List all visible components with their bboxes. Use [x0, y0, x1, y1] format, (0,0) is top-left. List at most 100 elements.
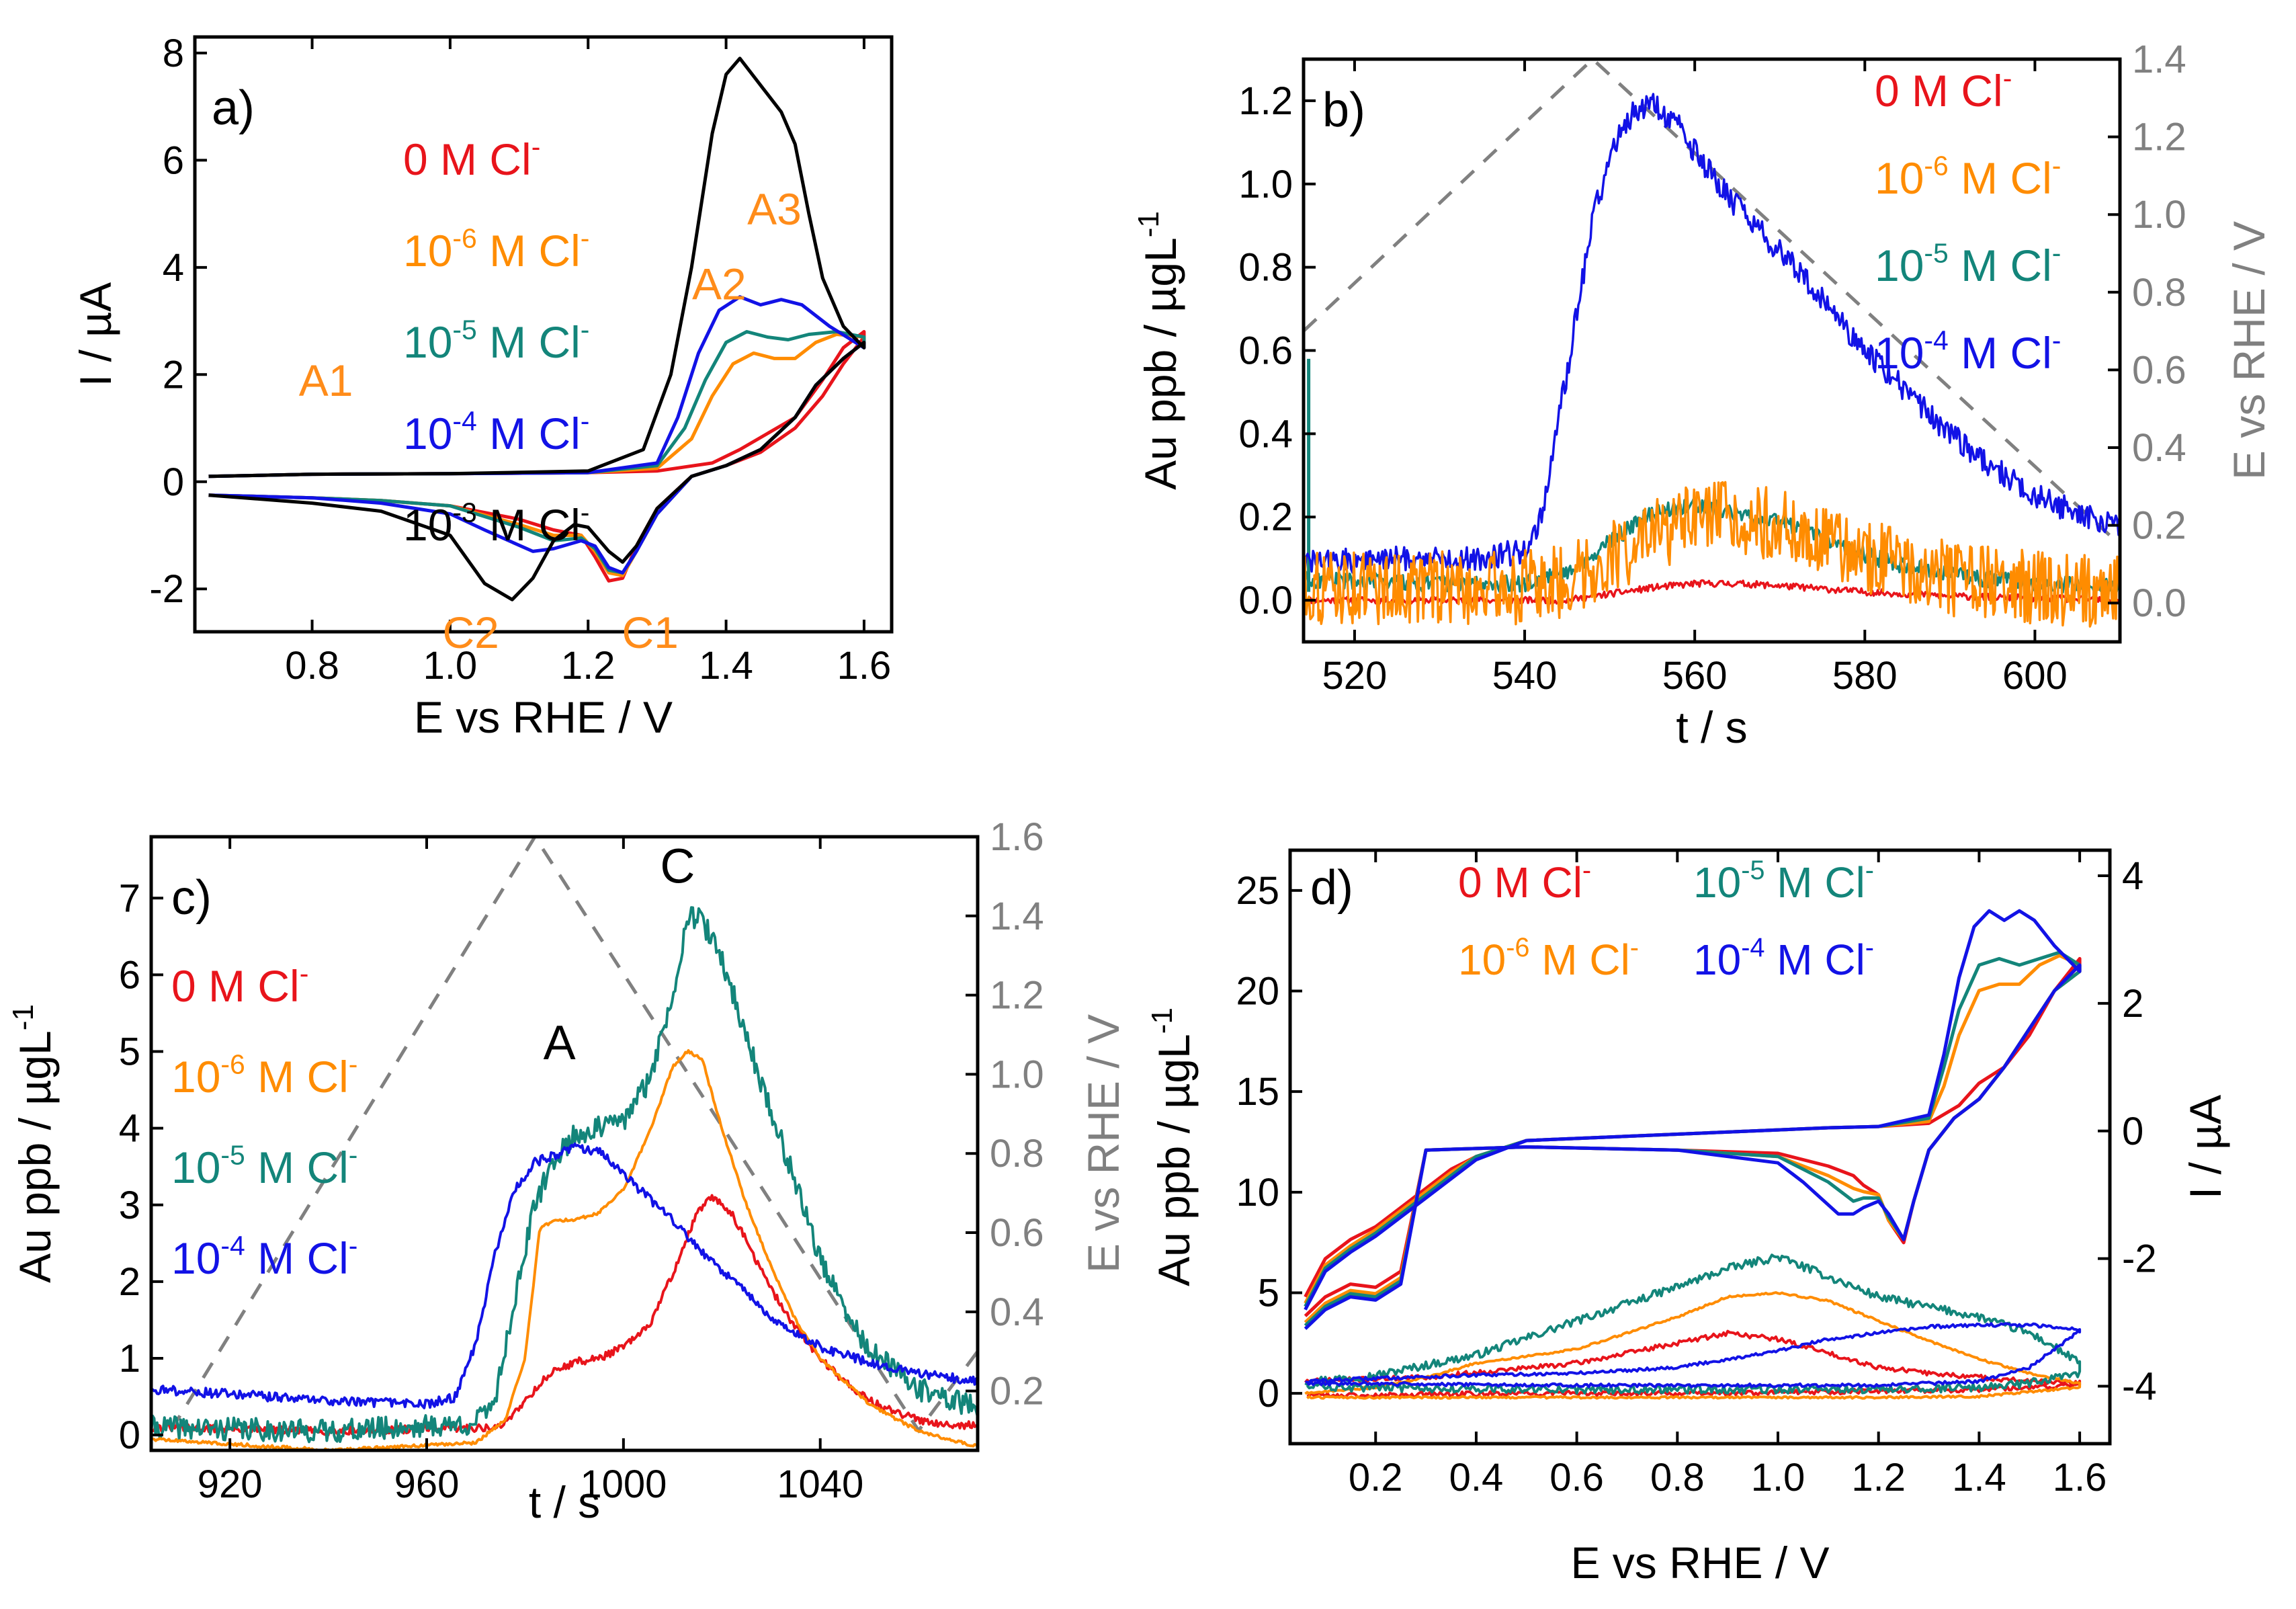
x-tick-label: 0.6	[1549, 1456, 1604, 1499]
y2-tick-label: -2	[2122, 1237, 2157, 1281]
y2-tick-label: 0.4	[2132, 426, 2186, 470]
plot-frame	[1288, 848, 2112, 1446]
peak-annotation: A1	[299, 356, 353, 405]
y-tick-label: 0.6	[1238, 329, 1293, 373]
y2-tick-label: 0	[2122, 1110, 2143, 1153]
series-line	[151, 906, 978, 1444]
y-axis-label: I / µA	[71, 282, 120, 386]
y-tick-label: 0.8	[1238, 246, 1293, 290]
potential-ramp-line	[169, 837, 978, 1434]
y2-tick-label: 1.4	[990, 895, 1044, 938]
x-tick-label: 520	[1322, 654, 1388, 698]
x-tick-label: 1.6	[2053, 1456, 2107, 1499]
icpms-series-line	[1305, 1322, 2082, 1389]
y-axis-label: Au ppb / µgL-1	[1132, 211, 1185, 490]
cv-series-line	[1304, 956, 2082, 1317]
x-tick-label: 540	[1492, 654, 1558, 698]
x-tick-label: 0.4	[1449, 1456, 1504, 1499]
y2-tick-label: 0.2	[2132, 504, 2186, 548]
x-tick-label: 1.0	[423, 644, 478, 688]
y-axis-label: Au ppb / µgL-1	[1146, 1007, 1199, 1286]
y-tick-label: 4	[163, 246, 184, 290]
x-axis-label: E vs RHE / V	[414, 692, 673, 742]
icpms-series-line	[1304, 1291, 2082, 1400]
legend-entry: 10-5 M Cl-	[171, 1139, 357, 1192]
y-tick-label: 0.4	[1238, 412, 1293, 456]
y2-tick-label: 0.8	[990, 1132, 1044, 1175]
y-tick-label: 6	[163, 138, 184, 182]
peak-annotation: C	[660, 839, 695, 893]
peak-annotation: C2	[443, 608, 499, 657]
x-tick-label: 1040	[777, 1462, 863, 1506]
series-line	[1304, 93, 2120, 575]
y-tick-label: 5	[119, 1030, 140, 1074]
y2-tick-label: -4	[2122, 1365, 2157, 1409]
legend-entry: 10-6 M Cl-	[1458, 933, 1639, 984]
y-tick-label: 2	[119, 1260, 140, 1304]
legend-entry: 10-3 M Cl-	[403, 497, 589, 550]
cv-series-line	[1304, 950, 2082, 1327]
legend-entry: 10-5 M Cl-	[403, 314, 589, 367]
series-line	[208, 330, 866, 583]
legend-entry: 10-6 M Cl-	[171, 1048, 357, 1102]
x-axis-label: t / s	[1676, 702, 1747, 752]
y2-tick-label: 1.2	[2132, 116, 2186, 159]
x-tick-label: 1.4	[699, 644, 753, 688]
legend-entry: 10-4 M Cl-	[171, 1230, 357, 1283]
series-line	[1304, 481, 2120, 628]
y-axis-label: Au ppb / µgL-1	[7, 1004, 60, 1283]
y-tick-label: 3	[119, 1184, 140, 1227]
panel-d-combined-cv-icpms-chart: 0.2 0.4 0.6 0.8 1.0 1.2 1.4 1.6 0 5 10 15 20 25 -4 -2 0 2…	[1146, 848, 2230, 1587]
y-tick-label: 5	[1258, 1272, 1279, 1315]
y-tick-label: 25	[1236, 869, 1279, 913]
series-line	[151, 1142, 978, 1409]
y2-tick-label: 4	[2122, 854, 2143, 898]
x-tick-label: 1.6	[837, 644, 892, 688]
y2-tick-label: 0.6	[990, 1211, 1044, 1255]
y2-tick-label: 0.4	[990, 1290, 1044, 1334]
legend-entry: 10-5 M Cl-	[1875, 237, 2061, 290]
y2-axis-label: I / µA	[2180, 1095, 2230, 1199]
plot-frame	[193, 35, 894, 634]
x-tick-label: 0.8	[1650, 1456, 1705, 1499]
y-tick-label: -2	[149, 567, 184, 611]
x-tick-label: 600	[2002, 654, 2068, 698]
legend-entry: 10-6 M Cl-	[403, 222, 589, 276]
peak-annotation: C1	[622, 608, 678, 657]
series-line	[151, 1194, 978, 1437]
y2-tick-label: 2	[2122, 982, 2143, 1026]
panel-b-icpms-time-chart: 520 540 560 580 600 0.0 0.2 0.4 0.6 0.8 1.0 1.2 0.0 0…	[1132, 38, 2274, 752]
peak-annotation: A3	[747, 184, 802, 234]
legend-entry: 10-5 M Cl-	[1693, 856, 1874, 907]
series-line	[1304, 496, 2120, 596]
legend-entry: 10-4 M Cl-	[1693, 933, 1874, 984]
y2-tick-label: 0.6	[2132, 348, 2186, 392]
x-tick-label: 0.8	[285, 644, 339, 688]
y-tick-label: 0	[163, 460, 184, 504]
y-tick-label: 8	[163, 32, 184, 75]
y2-tick-label: 0.0	[2132, 581, 2186, 625]
x-tick-label: 1.2	[1851, 1456, 1906, 1499]
y-tick-label: 15	[1236, 1070, 1279, 1114]
y-tick-label: 20	[1236, 970, 1279, 1014]
potential-ramp-line	[1304, 59, 2120, 546]
x-tick-label: 1000	[580, 1462, 667, 1506]
cv-series-line	[1304, 909, 2082, 1330]
legend-entry: 0 M Cl-	[171, 958, 308, 1011]
panel-label: d)	[1310, 861, 1353, 915]
x-tick-label: 960	[394, 1462, 460, 1506]
plot-frame	[149, 835, 980, 1452]
x-tick-label: 0.2	[1349, 1456, 1403, 1499]
panel-label: c)	[171, 871, 212, 925]
x-axis-label: E vs RHE / V	[1570, 1538, 1829, 1587]
y2-tick-label: 1.6	[990, 815, 1044, 859]
panel-label: b)	[1322, 83, 1365, 137]
legend-entry: 0 M Cl-	[403, 131, 540, 184]
y-tick-label: 1.2	[1238, 79, 1293, 123]
cv-series-line	[1304, 954, 2082, 1324]
series-line	[151, 1049, 978, 1450]
icpms-series-line	[1304, 1253, 2082, 1395]
legend-entry: 10-4 M Cl-	[1875, 325, 2061, 378]
x-tick-label: 560	[1662, 654, 1728, 698]
